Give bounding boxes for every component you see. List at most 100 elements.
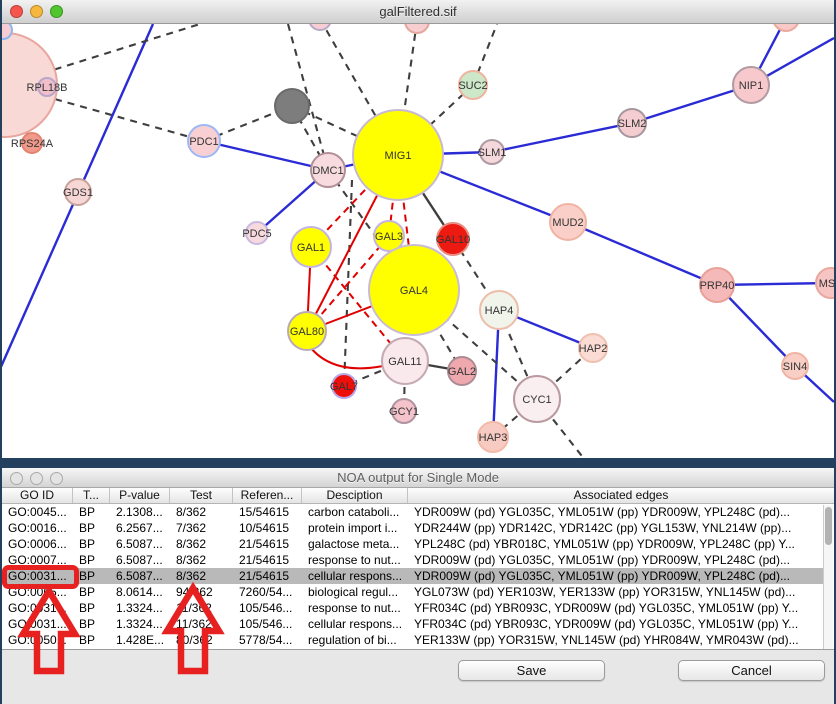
save-button[interactable]: Save	[458, 660, 605, 681]
table-row-3[interactable]: GO:0006...BP6.5087...8/36221/54615galact…	[3, 536, 833, 552]
cell: GO:0031...	[3, 600, 74, 616]
cell: 8/362	[171, 552, 234, 568]
cell: 7/362	[171, 520, 234, 536]
table-row-6[interactable]: GO:0065...BP8.0614...94/3627260/54...bio…	[3, 584, 833, 600]
column-header-desciption[interactable]: Desciption	[302, 488, 408, 503]
cell: 94/362	[171, 584, 234, 600]
node-label-CYC1: CYC1	[522, 394, 551, 406]
cancel-button[interactable]: Cancel	[678, 660, 825, 681]
cell: BP	[74, 632, 111, 648]
cell: response to nut...	[303, 600, 409, 616]
table-row-9[interactable]: GO:0050...BP1.428E...80/3625778/54...reg…	[3, 632, 833, 648]
noa-window-titlebar[interactable]: NOA output for Single Mode	[2, 468, 834, 488]
cell: YDR009W (pd) YGL035C, YML051W (pp) YDR00…	[409, 504, 833, 520]
cell: 105/546...	[234, 600, 303, 616]
cell: 6.5087...	[111, 536, 171, 552]
cell: 2.1308...	[111, 504, 171, 520]
node-label-GAL10: GAL10	[436, 234, 470, 246]
node-label-GAL11: GAL11	[388, 356, 421, 368]
table-row-7[interactable]: GO:0031...BP1.3324...11/362105/546...res…	[3, 600, 833, 616]
graph-window-title: galFiltered.sif	[2, 0, 834, 24]
node-label-HAP3: HAP3	[479, 432, 508, 444]
table-row-8[interactable]: GO:0031...BP1.3324...11/362105/546...cel…	[3, 616, 833, 632]
top-cut-node-1[interactable]	[309, 24, 331, 30]
cell: 6.5087...	[111, 568, 171, 584]
top-cut-node-3[interactable]	[773, 24, 799, 31]
table-row-1[interactable]: GO:0045...BP2.1308...8/36215/54615carbon…	[3, 504, 833, 520]
cell: BP	[74, 568, 111, 584]
node-label-RPS24A: RPS24A	[11, 138, 54, 150]
cell: BP	[74, 600, 111, 616]
gray-node[interactable]	[275, 89, 309, 123]
cell: 1.428E...	[111, 632, 171, 648]
cell: BP	[74, 616, 111, 632]
cell: 8/362	[171, 536, 234, 552]
network-view-window: galFiltered.sif RPL18B RPS24A GDS1 PDC1 PDC5…	[2, 0, 834, 458]
cell: 21/54615	[234, 536, 303, 552]
cell: 11/362	[171, 616, 234, 632]
cell: GO:0016...	[3, 520, 74, 536]
desktop: { "graph_window": { "title": "galFiltere…	[0, 0, 836, 704]
graph-edge-blue	[492, 123, 632, 152]
node-label-SLM1: SLM1	[478, 147, 507, 159]
top-cut-node-2[interactable]	[405, 24, 429, 33]
graph-edge-blue	[568, 222, 717, 285]
column-header-p-value[interactable]: P-value	[110, 488, 170, 503]
node-label-GAL2: GAL2	[448, 366, 476, 378]
cell: 21/54615	[234, 568, 303, 584]
column-header-t-[interactable]: T...	[73, 488, 110, 503]
graph-window-titlebar[interactable]: galFiltered.sif	[2, 0, 834, 24]
node-label-MSN: MSN	[819, 278, 834, 290]
cell: 5778/54...	[234, 632, 303, 648]
node-label-PDC1: PDC1	[189, 136, 218, 148]
cell: BP	[74, 584, 111, 600]
cell: 80/362	[171, 632, 234, 648]
cell: BP	[74, 552, 111, 568]
scrollbar-thumb[interactable]	[825, 507, 832, 545]
cell: GO:0006...	[3, 536, 74, 552]
node-label-GAL1: GAL1	[297, 242, 325, 254]
cell: 8/362	[171, 568, 234, 584]
cell: GO:0050...	[3, 632, 74, 648]
column-header-test[interactable]: Test	[170, 488, 233, 503]
cell: GO:0065...	[3, 584, 74, 600]
cell: 8.0614...	[111, 584, 171, 600]
cell: response to nut...	[303, 552, 409, 568]
cell: YDR244W (pp) YDR142C, YDR142C (pp) YGL15…	[409, 520, 833, 536]
cell: galactose meta...	[303, 536, 409, 552]
cell: BP	[74, 536, 111, 552]
table-row-2[interactable]: GO:0016...BP6.2567...7/36210/54615protei…	[3, 520, 833, 536]
cell: GO:0045...	[3, 504, 74, 520]
cell: 10/54615	[234, 520, 303, 536]
node-label-GAL80: GAL80	[290, 326, 324, 338]
network-canvas[interactable]: RPL18BRPS24AGDS1PDC1PDC5DMC1MIG1SUC2SLM1…	[2, 24, 834, 458]
node-label-SUC2: SUC2	[458, 80, 487, 92]
node-label-SIN4: SIN4	[783, 361, 807, 373]
cell: YFR034C (pd) YBR093C, YDR009W (pd) YGL03…	[409, 616, 833, 632]
cell: biological regul...	[303, 584, 409, 600]
table-row-4[interactable]: GO:0007...BP6.5087...8/36221/54615respon…	[3, 552, 833, 568]
node-label-GCY1: GCY1	[389, 406, 419, 418]
cell: BP	[74, 520, 111, 536]
column-header-associated-edges[interactable]: Associated edges	[408, 488, 834, 503]
node-label-PRP40: PRP40	[700, 280, 735, 292]
noa-output-window: NOA output for Single Mode GO IDT...P-va…	[2, 468, 834, 704]
node-label-RPL18B: RPL18B	[27, 82, 68, 94]
cell: carbon cataboli...	[303, 504, 409, 520]
cell: YDR009W (pd) YGL035C, YML051W (pp) YDR00…	[409, 568, 833, 584]
node-label-GAL4: GAL4	[400, 285, 428, 297]
column-header-referen-[interactable]: Referen...	[233, 488, 302, 503]
cell: BP	[74, 504, 111, 520]
cell: YDR009W (pd) YGL035C, YML051W (pp) YDR00…	[409, 552, 833, 568]
node-label-PDC5: PDC5	[242, 228, 271, 240]
table-header-row: GO IDT...P-valueTestReferen...Desciption…	[2, 488, 834, 504]
node-label-GDS1: GDS1	[63, 187, 93, 199]
graph-edge-blue	[204, 141, 328, 170]
table-scrollbar[interactable]	[823, 505, 833, 649]
node-label-HAP4: HAP4	[485, 305, 514, 317]
table-row-5-selected[interactable]: GO:0031...BP6.5087...8/36221/54615cellul…	[3, 568, 833, 584]
column-header-go-id[interactable]: GO ID	[2, 488, 73, 503]
cell: 21/54615	[234, 552, 303, 568]
cell: YFR034C (pd) YBR093C, YDR009W (pd) YGL03…	[409, 600, 833, 616]
node-label-MIG1: MIG1	[385, 150, 412, 162]
